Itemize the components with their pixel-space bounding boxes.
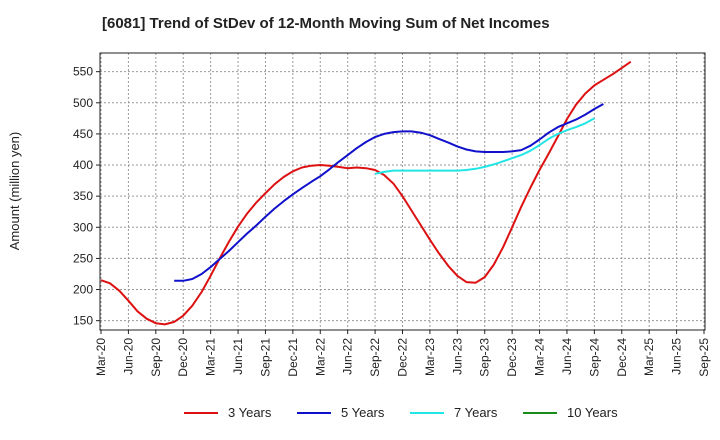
legend-item: 3 Years <box>184 405 271 420</box>
x-axis-ticks: Mar-20 Jun-20 Sep-20 Dec-20 Mar-21 Jun-21 Sep-… <box>94 330 711 377</box>
series-line-7-years <box>374 117 595 175</box>
y-tick-label: 400 <box>73 158 93 172</box>
x-tick-label: Sep-20 <box>149 338 163 377</box>
x-tick-label: Dec-23 <box>505 338 519 377</box>
y-tick-label: 250 <box>73 251 93 265</box>
y-tick-label: 300 <box>73 220 93 234</box>
y-tick-label: 500 <box>73 96 93 110</box>
gridlines <box>100 53 705 330</box>
y-tick-label: 350 <box>73 189 93 203</box>
legend-item: 7 Years <box>410 405 497 420</box>
x-tick-label: Sep-21 <box>258 338 272 377</box>
x-tick-label: Mar-20 <box>94 338 108 376</box>
x-tick-label: Dec-21 <box>286 338 300 377</box>
legend-swatch <box>523 411 557 414</box>
x-tick-label: Mar-23 <box>423 338 437 376</box>
x-tick-label: Mar-22 <box>313 338 327 376</box>
legend-label: 3 Years <box>228 405 272 420</box>
line-chart: 150 200 250 300 350 400 450 500 550 Mar-20 Jun-20… <box>7 52 711 377</box>
series-lines <box>100 60 632 326</box>
y-axis-ticks: 150 200 250 300 350 400 450 500 550 <box>73 65 100 328</box>
x-tick-label: Dec-20 <box>176 338 190 377</box>
legend-item: 10 Years <box>523 405 618 420</box>
x-tick-label: Mar-25 <box>642 338 656 376</box>
x-tick-label: Mar-24 <box>533 338 547 376</box>
legend-label: 5 Years <box>341 405 385 420</box>
series-line-3-years <box>100 60 632 326</box>
legend-swatch <box>184 411 218 414</box>
x-tick-label: Dec-24 <box>615 338 629 377</box>
y-tick-label: 550 <box>73 65 93 79</box>
legend-item: 5 Years <box>297 405 384 420</box>
x-tick-label: Jun-21 <box>231 338 245 375</box>
x-tick-label: Sep-22 <box>368 338 382 377</box>
x-tick-label: Jun-23 <box>450 338 464 375</box>
x-tick-label: Sep-24 <box>587 338 601 377</box>
x-tick-label: Dec-22 <box>396 338 410 377</box>
legend-label: 10 Years <box>567 405 618 420</box>
y-tick-label: 150 <box>73 314 93 328</box>
series-line-5-years <box>174 103 604 282</box>
x-tick-label: Jun-22 <box>341 338 355 375</box>
legend-label: 7 Years <box>454 405 498 420</box>
y-axis-label: Amount (million yen) <box>7 132 22 251</box>
legend-swatch <box>410 411 444 414</box>
x-tick-label: Jun-24 <box>560 338 574 375</box>
y-tick-label: 200 <box>73 283 93 297</box>
legend-swatch <box>297 411 331 414</box>
x-tick-label: Sep-23 <box>478 338 492 377</box>
y-tick-label: 450 <box>73 127 93 141</box>
x-tick-label: Sep-25 <box>697 338 711 377</box>
chart-title: [6081] Trend of StDev of 12-Month Moving… <box>102 15 550 32</box>
legend: 3 Years 5 Years 7 Years 10 Years <box>0 405 720 425</box>
x-tick-label: Jun-20 <box>121 338 135 375</box>
x-tick-label: Mar-21 <box>204 338 218 376</box>
x-tick-label: Jun-25 <box>670 338 684 375</box>
